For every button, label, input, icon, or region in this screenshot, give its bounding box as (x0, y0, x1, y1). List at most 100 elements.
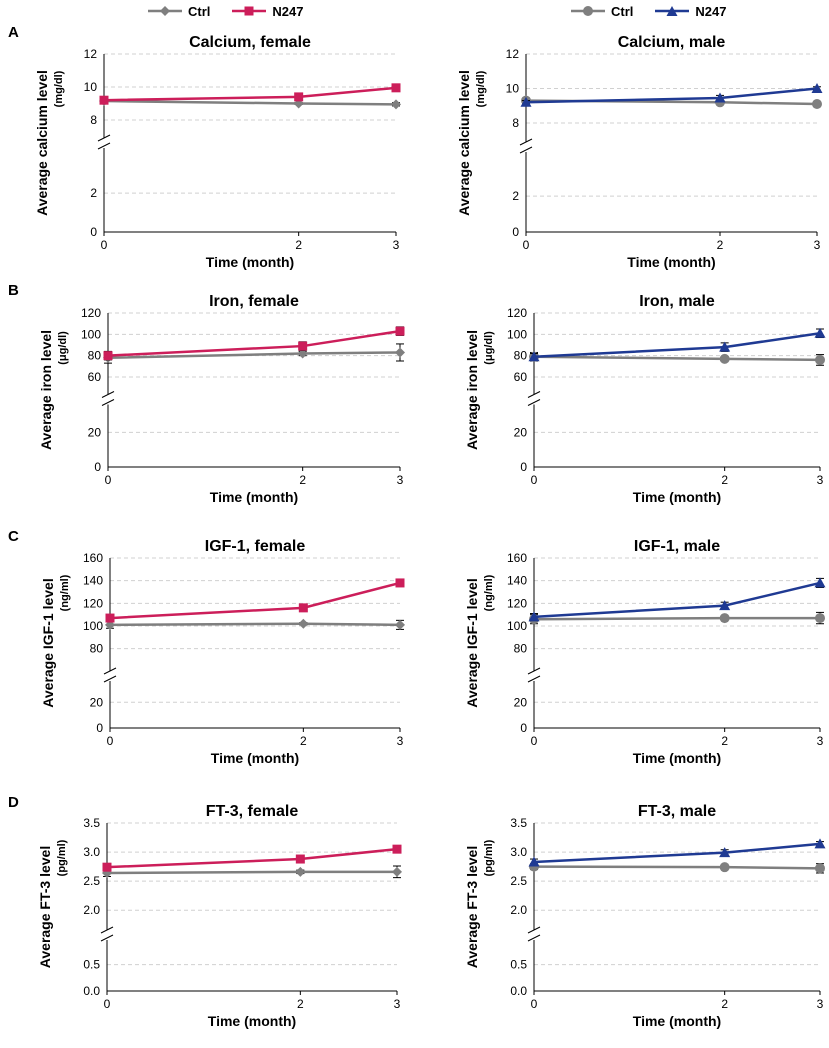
x-tick-label: 2 (300, 734, 307, 748)
data-point (719, 341, 731, 352)
y-tick-label: 120 (81, 306, 101, 320)
y-tick-label: 140 (83, 574, 103, 588)
x-tick-label: 2 (721, 473, 728, 487)
series-line (533, 865, 821, 870)
chart-title: IGF-1, female (205, 538, 306, 555)
series-line (533, 332, 821, 358)
y-tick-label: 0.5 (510, 958, 527, 972)
data-point (295, 866, 306, 877)
x-tick-label: 2 (721, 734, 728, 748)
y-tick-label: 20 (514, 425, 528, 439)
y-axis-label: Average calcium level (34, 70, 50, 216)
panel-letter-a: A (8, 24, 19, 41)
y-axis-unit: (ng/ml) (59, 574, 71, 611)
y-axis-label: Average iron level (464, 330, 480, 450)
data-point (719, 847, 731, 858)
data-point (815, 863, 825, 874)
legend-label: Ctrl (188, 3, 211, 19)
data-point (811, 83, 823, 93)
x-tick-label: 2 (299, 473, 306, 487)
data-point (102, 862, 112, 872)
y-tick-label: 120 (83, 596, 103, 610)
x-tick-label: 3 (817, 997, 824, 1011)
y-tick-label: 100 (81, 327, 101, 341)
y-tick-label: 60 (88, 370, 102, 384)
y-tick-label: 3.0 (510, 845, 527, 859)
y-axis-label: Average IGF-1 level (40, 578, 56, 707)
series-ctrl (529, 861, 825, 874)
y-tick-label: 10 (506, 82, 520, 96)
panel-letter-d: D (8, 794, 19, 811)
data-point (814, 327, 826, 338)
y-tick-label: 100 (507, 619, 527, 633)
y-tick-label: 0 (512, 225, 519, 239)
x-tick-label: 0 (105, 473, 112, 487)
y-tick-label: 0.0 (510, 984, 527, 998)
y-tick-label: 80 (514, 349, 528, 363)
y-axis-unit: (pg/ml) (483, 839, 495, 876)
y-tick-label: 2.0 (510, 903, 527, 917)
y-tick-label: 12 (84, 47, 98, 61)
y-tick-label: 120 (507, 306, 527, 320)
data-point (528, 856, 540, 867)
x-tick-label: 0 (104, 997, 111, 1011)
series-n247 (528, 577, 826, 622)
chart-igf1-female: 80 100 120 140 160 0 20 0 2 3 IGF-1, female Time (m… (40, 538, 405, 766)
y-axis-unit: (mg/dl) (475, 70, 487, 107)
data-point (103, 351, 113, 361)
x-axis-label: Time (month) (211, 750, 299, 766)
data-point (815, 613, 825, 624)
data-point (528, 611, 540, 622)
ctrl-diamond-marker-icon (148, 6, 182, 16)
axis-break-icon (97, 134, 111, 150)
y-tick-label: 2.5 (83, 874, 100, 888)
chart-title: FT-3, male (638, 803, 716, 820)
ctrl-circle-marker-icon (571, 6, 605, 16)
y-tick-label: 3.5 (83, 816, 100, 830)
x-tick-label: 0 (531, 473, 538, 487)
x-tick-label: 0 (523, 238, 530, 252)
y-tick-label: 0.0 (83, 984, 100, 998)
x-tick-label: 2 (295, 238, 302, 252)
x-tick-label: 2 (721, 997, 728, 1011)
axis-break-icon (527, 926, 541, 942)
axis-break-icon (527, 391, 541, 406)
y-tick-label: 0.5 (83, 958, 100, 972)
y-axis-unit: (pg/ml) (56, 839, 68, 876)
data-point (528, 351, 540, 362)
x-tick-label: 3 (393, 238, 400, 252)
y-tick-label: 3.5 (510, 816, 527, 830)
series-line (525, 87, 818, 104)
axis-break-icon (519, 138, 533, 154)
data-point (391, 99, 401, 110)
chart-ft3-female: 2.0 2.5 3.0 3.5 0.0 0.5 0 2 3 FT-3, female Time (m… (37, 803, 402, 1029)
series-n247 (528, 838, 826, 867)
chart-igf1-male: 80 100 120 140 160 0 20 0 2 3 IGF-1, male Time (mon… (464, 538, 826, 766)
data-point (298, 603, 308, 613)
data-point (391, 83, 401, 93)
x-tick-label: 3 (394, 997, 401, 1011)
chart-calcium-female: 8 10 12 0 2 0 2 3 Calcium, female Time (month) Ave… (34, 34, 401, 270)
y-tick-label: 0 (520, 460, 527, 474)
data-point (395, 326, 405, 336)
y-tick-label: 2 (90, 186, 97, 200)
data-point (99, 95, 109, 105)
y-tick-label: 10 (84, 80, 98, 94)
x-tick-label: 3 (397, 734, 404, 748)
x-tick-label: 2 (717, 238, 724, 252)
data-point (298, 618, 309, 629)
chart-title: Calcium, female (189, 34, 311, 51)
y-tick-label: 120 (507, 596, 527, 610)
data-point (719, 862, 730, 873)
y-tick-label: 8 (512, 116, 519, 130)
data-point (295, 854, 305, 864)
y-tick-label: 0 (520, 721, 527, 735)
y-axis-label: Average iron level (38, 330, 54, 450)
data-point (812, 99, 822, 110)
y-tick-label: 0 (94, 460, 101, 474)
x-tick-label: 0 (107, 734, 114, 748)
x-axis-label: Time (month) (206, 254, 294, 270)
x-axis-label: Time (month) (627, 254, 715, 270)
x-tick-label: 3 (814, 238, 821, 252)
